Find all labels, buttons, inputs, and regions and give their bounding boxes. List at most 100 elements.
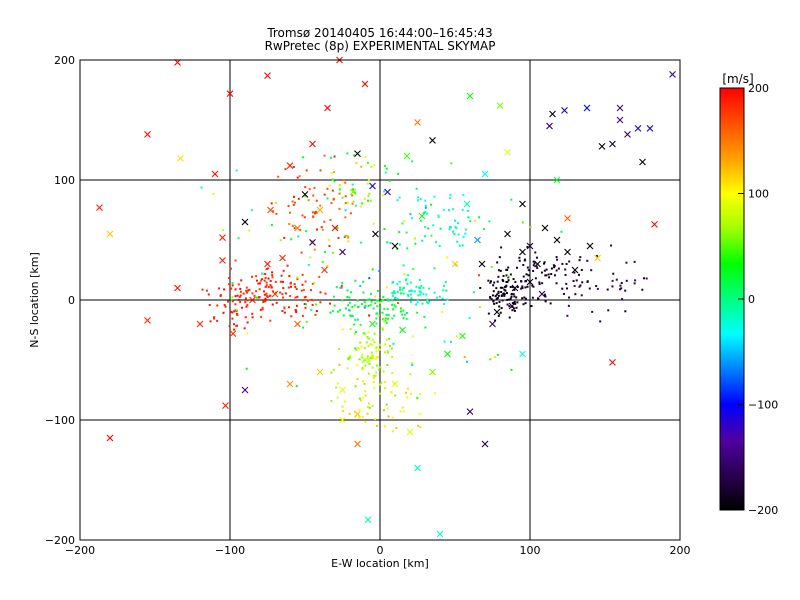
data-point-dot	[513, 288, 516, 291]
data-point-dot	[234, 259, 237, 262]
data-point-cross	[354, 440, 361, 448]
data-point-dot	[610, 244, 613, 247]
data-point-dot	[290, 315, 293, 318]
data-point-dot	[300, 251, 303, 254]
data-point-dot	[402, 292, 405, 295]
data-point-dot	[488, 220, 491, 223]
data-point-dot	[367, 331, 370, 334]
data-point-dot	[424, 226, 427, 229]
colorbar-tick-label: 200	[748, 82, 769, 95]
data-point-dot	[368, 406, 371, 409]
cross-stroke	[414, 464, 421, 472]
data-point-dot	[330, 371, 333, 374]
cross-stroke	[553, 176, 561, 184]
data-point-dot	[410, 289, 413, 292]
data-point-dot	[311, 282, 314, 285]
data-point-dot	[469, 220, 472, 223]
data-point-dot	[506, 281, 509, 284]
data-point-dot	[223, 288, 226, 291]
data-point-dot	[376, 299, 379, 302]
data-point-dot	[295, 311, 298, 314]
data-point-dot	[361, 368, 364, 371]
data-point-dot	[506, 275, 509, 278]
cross-stroke	[564, 248, 571, 256]
data-point-cross	[474, 236, 481, 244]
data-point-dot	[229, 267, 232, 270]
data-point-dot	[258, 282, 261, 285]
data-point-dot	[399, 292, 402, 295]
data-point-dot	[302, 326, 305, 329]
data-point-dot	[522, 303, 525, 306]
cross-stroke	[561, 107, 568, 114]
data-point-cross	[594, 254, 601, 262]
data-point-dot	[372, 356, 375, 359]
data-point-dot	[341, 281, 344, 284]
data-point-cross	[451, 260, 459, 268]
data-point-dot	[379, 301, 382, 304]
data-point-dot	[360, 202, 363, 205]
data-point-dot	[532, 260, 535, 263]
data-point-dot	[300, 289, 303, 292]
data-point-dot	[351, 188, 354, 191]
data-point-dot	[556, 258, 559, 261]
cross-stroke	[571, 266, 579, 274]
data-point-dot	[383, 307, 386, 310]
data-point-cross	[339, 416, 346, 424]
data-point-dot	[474, 219, 477, 222]
data-point-cross	[564, 248, 571, 256]
data-point-dot	[405, 279, 408, 282]
data-point-dot	[580, 268, 583, 271]
data-point-dot	[372, 374, 375, 377]
data-point-dot	[355, 348, 358, 351]
data-point-dot	[277, 175, 280, 178]
data-point-dot	[433, 291, 436, 294]
data-point-dot	[624, 310, 627, 313]
data-point-dot	[499, 286, 502, 289]
cross-stroke	[616, 104, 624, 112]
data-point-dot	[368, 277, 371, 280]
data-point-dot	[315, 228, 318, 231]
data-point-dot	[422, 286, 425, 289]
data-point-dot	[307, 263, 310, 266]
data-point-dot	[350, 291, 353, 294]
data-point-cross	[174, 284, 181, 292]
data-point-dot	[351, 194, 354, 197]
data-point-dot	[462, 193, 465, 196]
data-point-dot	[304, 195, 307, 198]
data-point-dot	[359, 285, 362, 288]
cross-stroke	[519, 200, 526, 208]
data-point-dot	[550, 267, 553, 270]
data-point-dot	[430, 234, 433, 237]
data-point-dot	[412, 267, 415, 270]
data-point-dot	[354, 204, 357, 207]
data-point-dot	[512, 278, 515, 281]
data-point-dot	[510, 198, 513, 201]
data-point-dot	[421, 302, 424, 305]
data-point-cross	[226, 90, 234, 97]
data-point-dot	[321, 228, 324, 231]
data-point-dot	[356, 364, 359, 367]
data-point-cross	[624, 131, 631, 138]
data-point-dot	[323, 193, 326, 196]
data-point-dot	[370, 300, 373, 303]
data-point-dot	[283, 236, 286, 239]
data-point-cross	[496, 102, 504, 109]
data-point-dot	[228, 325, 231, 328]
cross-stroke	[481, 440, 489, 448]
data-point-dot	[633, 260, 636, 263]
data-point-dot	[405, 278, 408, 281]
data-point-dot	[578, 285, 581, 288]
data-point-dot	[370, 165, 373, 168]
data-point-cross	[504, 230, 511, 238]
data-point-cross	[211, 170, 219, 178]
data-point-dot	[526, 245, 529, 248]
data-point-dot	[452, 230, 455, 233]
data-point-dot	[364, 156, 367, 159]
y-axis-label: N-S location [km]	[28, 252, 41, 348]
cross-stroke	[541, 224, 549, 232]
x-tick-label: 0	[377, 544, 384, 557]
data-point-dot	[375, 346, 378, 349]
cross-stroke	[504, 149, 511, 156]
data-point-dot	[271, 303, 274, 306]
data-point-dot	[233, 323, 236, 326]
